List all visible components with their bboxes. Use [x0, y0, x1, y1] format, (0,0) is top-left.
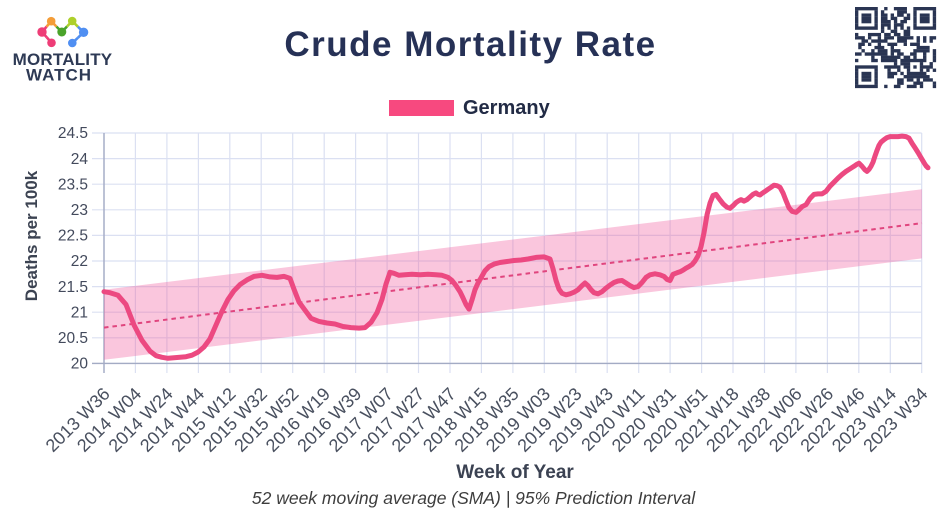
- svg-text:Deaths per 100k: Deaths per 100k: [22, 170, 41, 301]
- svg-text:20: 20: [71, 356, 89, 373]
- svg-text:24: 24: [71, 151, 89, 168]
- svg-text:24.5: 24.5: [58, 125, 88, 142]
- svg-text:22: 22: [71, 253, 88, 270]
- svg-text:21.5: 21.5: [58, 279, 88, 296]
- svg-text:22.5: 22.5: [58, 228, 88, 245]
- svg-text:23: 23: [71, 202, 88, 219]
- svg-text:MORTALITY: MORTALITY: [13, 50, 113, 69]
- svg-text:21: 21: [71, 304, 88, 321]
- svg-text:20.5: 20.5: [58, 330, 88, 347]
- svg-text:23.5: 23.5: [58, 176, 88, 193]
- svg-text:WATCH: WATCH: [26, 66, 92, 85]
